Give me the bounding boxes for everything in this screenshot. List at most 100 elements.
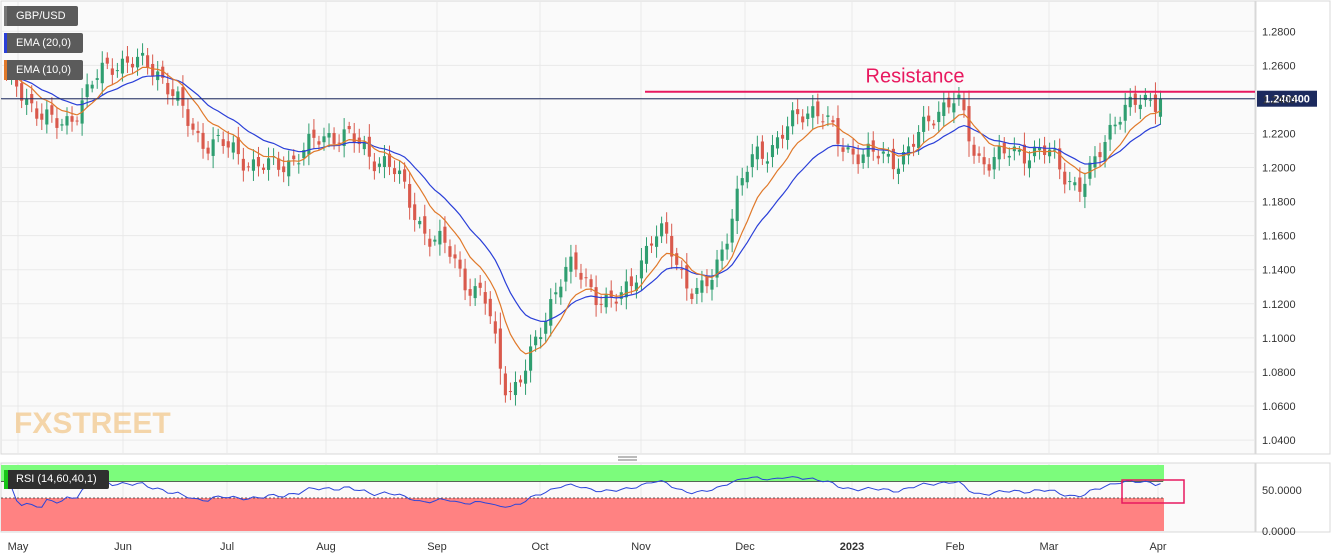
candle-body [780, 134, 785, 139]
candle-body [453, 254, 457, 259]
candle-body [559, 286, 563, 298]
candle-body [337, 142, 341, 144]
resistance-label: Resistance [866, 66, 965, 88]
candle-body [463, 268, 467, 291]
chart-overlay: 1.240400 Resistance [1, 66, 1317, 107]
candle-body [1158, 98, 1163, 117]
candle-body [594, 287, 598, 306]
candle-body [1113, 124, 1117, 127]
candle-body [770, 145, 775, 158]
rsi-swatch [4, 470, 8, 489]
candle-body [398, 170, 402, 175]
rsi-axis [1255, 462, 1331, 533]
candle-body [644, 245, 649, 264]
candle-body [821, 121, 825, 123]
x-tick-label: Mar [1040, 541, 1059, 553]
price-tick-label: 1.1600 [1262, 231, 1296, 243]
candle-body [655, 236, 659, 247]
price-plot-area [0, 0, 1256, 455]
x-tick-label: Apr [1149, 541, 1166, 553]
candle-body [539, 337, 543, 340]
candle-body [1037, 147, 1042, 151]
candle-body [25, 98, 29, 105]
candle-body [211, 139, 215, 156]
price-tick-label: 1.0600 [1262, 401, 1296, 413]
candle-body [932, 123, 936, 126]
candle-body [297, 163, 301, 165]
candle-body [730, 218, 734, 243]
price-tick-label: 1.0800 [1262, 367, 1296, 379]
ema10-line [6, 66, 1161, 355]
candle-body [786, 126, 790, 140]
fxstreet-watermark: FXSTREET [14, 407, 171, 440]
symbol-label: GBP/USD [16, 10, 66, 22]
x-tick-label: Dec [735, 541, 755, 553]
ema20-swatch [4, 33, 7, 53]
last-price-badge [1257, 90, 1317, 107]
candle-body [901, 151, 906, 165]
candle-body [392, 168, 397, 175]
candle-body [826, 115, 830, 117]
candle-body [670, 236, 674, 257]
candle-body [141, 52, 145, 56]
candle-body [307, 133, 311, 155]
candle-body [317, 141, 321, 145]
pane-resize-handle[interactable] [618, 456, 637, 461]
candle-body [20, 83, 24, 101]
candle-body [413, 204, 417, 221]
candle-body [634, 282, 638, 291]
candle-body [1143, 94, 1147, 101]
price-axis [1255, 0, 1331, 455]
ema20-legend[interactable]: EMA (20,0) [4, 33, 84, 53]
candle-body [972, 144, 976, 156]
candle-body [105, 57, 109, 64]
candle-body [649, 243, 654, 246]
candle-body [473, 286, 477, 299]
candle-body [70, 116, 74, 122]
price-tick-label: 1.2600 [1262, 60, 1296, 72]
candle-body [181, 87, 185, 106]
candle-body [801, 116, 805, 123]
candle-body [760, 141, 764, 159]
candle-body [483, 292, 487, 304]
ema-lines [6, 66, 1161, 355]
candle-body [100, 62, 104, 84]
candle-body [342, 129, 346, 147]
candle-body [120, 58, 124, 74]
rsi-oversold-zone [1, 498, 1164, 531]
candle-body [287, 160, 291, 177]
candle-body [478, 282, 482, 288]
candle-body [1078, 177, 1082, 192]
candle-body [846, 147, 850, 150]
symbol-legend[interactable]: GBP/USD [4, 6, 78, 26]
candle-body [705, 276, 709, 287]
candle-body [1068, 181, 1072, 183]
candle-body [775, 137, 780, 149]
candle-body [443, 226, 447, 243]
candle-body [917, 131, 921, 149]
candle-body [1022, 144, 1026, 164]
ema10-label: EMA (10,0) [16, 64, 72, 76]
candle-body [503, 373, 507, 396]
candle-body [982, 157, 986, 165]
rsi-series [6, 476, 1185, 508]
candle-body [816, 101, 820, 117]
price-tick-label: 1.2400 [1262, 94, 1296, 106]
candle-body [186, 109, 190, 126]
ema10-legend[interactable]: EMA (10,0) [4, 60, 84, 80]
candle-body [720, 249, 724, 261]
candle-body [937, 111, 941, 123]
x-tick-label: Sep [427, 541, 447, 553]
price-tick-label: 1.1400 [1262, 265, 1296, 277]
candle-body [241, 158, 245, 171]
candle-body [1053, 149, 1057, 151]
candle-body [715, 259, 719, 278]
candle-body [403, 169, 407, 182]
rsi-legend[interactable]: RSI (14,60,40,1) [4, 470, 109, 489]
candle-body [604, 293, 608, 308]
candle-body [811, 106, 815, 118]
candle-body [1103, 141, 1107, 161]
candle-body [176, 91, 180, 101]
candle-body [1133, 93, 1137, 105]
